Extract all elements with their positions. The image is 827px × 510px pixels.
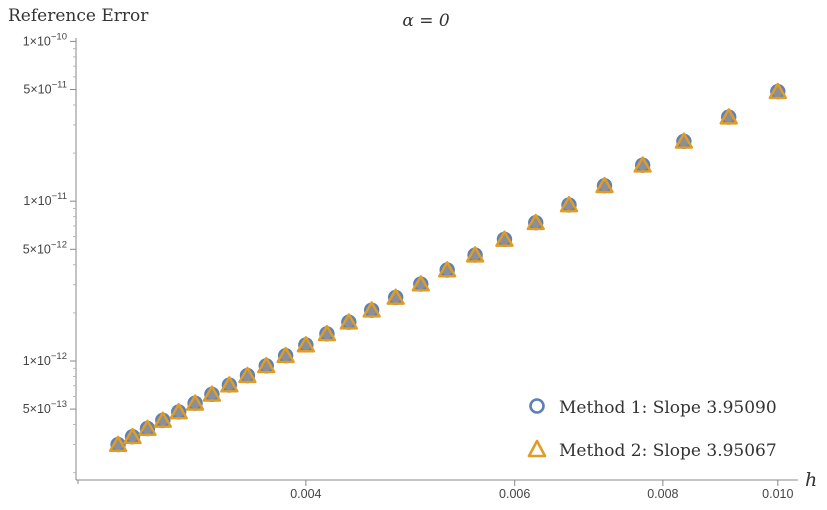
- series-2-point-4: [169, 403, 188, 420]
- series-2-point-20: [526, 213, 545, 231]
- y-axis-label: Reference Error: [8, 6, 149, 26]
- series-2-point-11: [296, 336, 316, 353]
- x-tick-label-2: 0.008: [647, 487, 678, 501]
- series-2-point-0: [108, 435, 128, 453]
- y-tick-label-5: 5×10−13: [23, 399, 67, 416]
- series-2-point-21: [559, 195, 579, 213]
- series-2-point-24: [674, 132, 694, 149]
- series-2-point-5: [185, 394, 205, 411]
- x-axis-label: h: [805, 469, 817, 491]
- y-tick-label-0: 1×10−10: [23, 31, 67, 48]
- legend-label-method-2: Method 2: Slope 3.95067: [559, 441, 777, 461]
- series-2-point-25: [719, 108, 738, 125]
- series-2-point-8: [238, 366, 257, 384]
- series-2-point-18: [465, 246, 485, 263]
- series-2-point-3: [153, 411, 173, 428]
- series-2-point-15: [386, 288, 405, 305]
- legend-marker-method-1: [529, 398, 545, 414]
- series-2-point-1: [123, 427, 142, 445]
- series-2-point-6: [202, 385, 222, 402]
- x-tick-label-3: 0.010: [762, 487, 793, 501]
- x-tick-label-0: 0.004: [290, 487, 321, 501]
- y-tick-label-4: 1×10−12: [23, 351, 67, 368]
- legend-marker-method-2: [527, 439, 547, 458]
- series-2-point-7: [220, 376, 239, 393]
- series-2-point-26: [768, 82, 787, 100]
- legend-label-method-1: Method 1: Slope 3.95090: [559, 398, 777, 418]
- y-tick-label-3: 5×10−12: [23, 239, 67, 256]
- series-2-point-2: [138, 419, 157, 437]
- y-tick-label-1: 5×10−11: [23, 79, 67, 96]
- series-2-point-17: [437, 261, 457, 278]
- series-2-point-12: [317, 324, 337, 342]
- series-2-point-14: [362, 301, 381, 318]
- series-2-point-13: [339, 313, 359, 330]
- chart-title: α = 0: [402, 11, 450, 31]
- y-tick-label-2: 1×10−11: [23, 191, 67, 208]
- series-2-point-16: [411, 275, 430, 292]
- series-2-point-9: [257, 356, 276, 374]
- series-2-point-22: [595, 176, 614, 194]
- series-2-point-23: [633, 156, 652, 173]
- legend: Method 1: Slope 3.95090 Method 2: Slope …: [527, 398, 777, 461]
- x-tick-label-1: 0.006: [499, 487, 530, 501]
- series-2-point-10: [276, 346, 295, 364]
- series-2-point-19: [495, 230, 514, 247]
